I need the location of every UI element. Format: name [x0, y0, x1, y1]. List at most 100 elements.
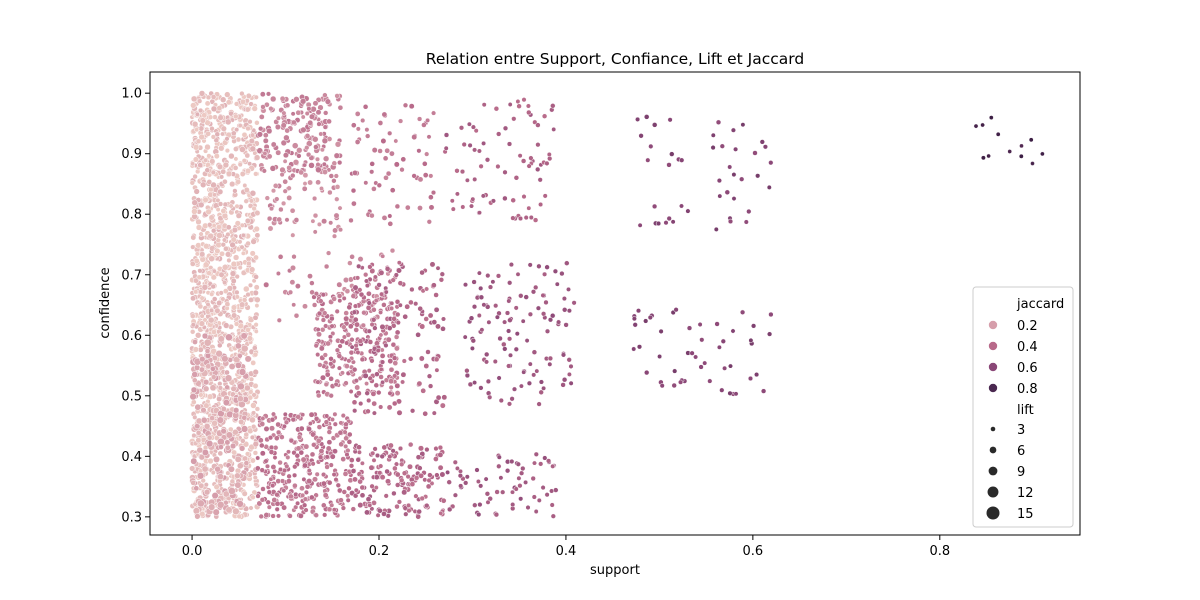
data-point — [258, 126, 264, 132]
data-point — [216, 416, 224, 424]
data-point — [535, 142, 541, 148]
data-point — [189, 180, 195, 186]
data-point — [300, 114, 306, 120]
data-point — [378, 374, 384, 380]
data-point — [439, 402, 446, 409]
data-point — [225, 170, 233, 177]
data-point — [198, 231, 204, 237]
data-point — [352, 408, 358, 414]
data-point — [371, 307, 377, 313]
data-point — [359, 460, 365, 466]
data-point — [236, 513, 242, 520]
data-point — [370, 390, 377, 397]
data-point — [431, 110, 437, 116]
data-point — [533, 509, 539, 514]
data-point — [196, 98, 203, 104]
data-point — [289, 279, 296, 286]
data-point — [211, 329, 217, 335]
data-point — [538, 461, 544, 467]
data-point — [370, 317, 377, 323]
data-point — [387, 390, 393, 396]
data-point — [345, 497, 351, 503]
data-point — [212, 508, 220, 516]
data-point — [360, 322, 366, 329]
data-point — [321, 502, 327, 509]
data-point — [220, 406, 227, 412]
data-point — [307, 273, 313, 280]
data-point — [234, 481, 242, 489]
data-point — [434, 472, 440, 478]
data-point — [268, 106, 274, 112]
data-point — [550, 103, 556, 109]
data-point — [260, 104, 266, 110]
data-point — [208, 255, 215, 262]
data-point — [416, 508, 422, 515]
data-point — [322, 124, 328, 130]
data-point — [504, 310, 511, 316]
data-point — [352, 284, 359, 291]
data-point — [288, 437, 295, 444]
data-point — [325, 250, 332, 256]
data-point — [336, 281, 343, 288]
data-point — [239, 146, 246, 153]
data-point — [244, 384, 251, 392]
data-point — [1030, 161, 1035, 166]
data-point — [378, 404, 384, 410]
data-point — [536, 401, 542, 407]
x-axis-label: support — [590, 563, 640, 578]
data-point — [248, 198, 255, 204]
data-point — [469, 345, 475, 351]
data-point — [284, 463, 290, 469]
data-point — [359, 484, 366, 491]
data-point — [397, 302, 403, 308]
data-point — [417, 205, 423, 211]
data-point — [197, 268, 203, 274]
data-point — [218, 145, 225, 152]
data-point — [699, 337, 705, 343]
data-point — [292, 159, 300, 166]
data-point — [766, 331, 773, 337]
data-point — [310, 461, 316, 467]
data-point — [282, 178, 289, 185]
data-point — [291, 142, 299, 149]
data-point — [506, 328, 512, 334]
data-point — [362, 104, 369, 110]
data-point — [208, 214, 215, 221]
data-point — [248, 505, 254, 511]
data-point — [224, 384, 230, 391]
data-point — [686, 325, 693, 331]
data-point — [314, 156, 321, 162]
data-point — [217, 188, 224, 195]
data-point — [289, 207, 296, 214]
data-point — [306, 426, 312, 432]
data-point — [367, 375, 373, 381]
data-point — [247, 119, 253, 125]
data-point — [190, 234, 197, 241]
y-tick-label: 0.9 — [121, 147, 142, 162]
data-point — [245, 255, 252, 262]
data-point — [340, 413, 346, 419]
data-point — [282, 411, 288, 417]
data-point — [216, 105, 223, 112]
data-point — [532, 217, 539, 223]
data-point — [715, 119, 722, 126]
data-point — [321, 310, 328, 316]
data-point — [229, 181, 236, 188]
data-point — [311, 442, 317, 448]
data-point — [209, 158, 216, 165]
data-point — [525, 504, 531, 511]
data-point — [193, 188, 200, 195]
data-point — [303, 507, 309, 513]
data-point — [225, 431, 233, 439]
data-point — [318, 345, 325, 352]
data-point — [207, 232, 214, 240]
data-point — [483, 476, 489, 482]
data-point — [237, 239, 243, 245]
data-point — [307, 179, 314, 186]
data-point — [440, 497, 447, 504]
data-point — [346, 358, 352, 364]
data-point — [472, 176, 478, 182]
data-point — [347, 431, 353, 438]
data-point — [340, 505, 347, 511]
data-point — [394, 482, 401, 488]
